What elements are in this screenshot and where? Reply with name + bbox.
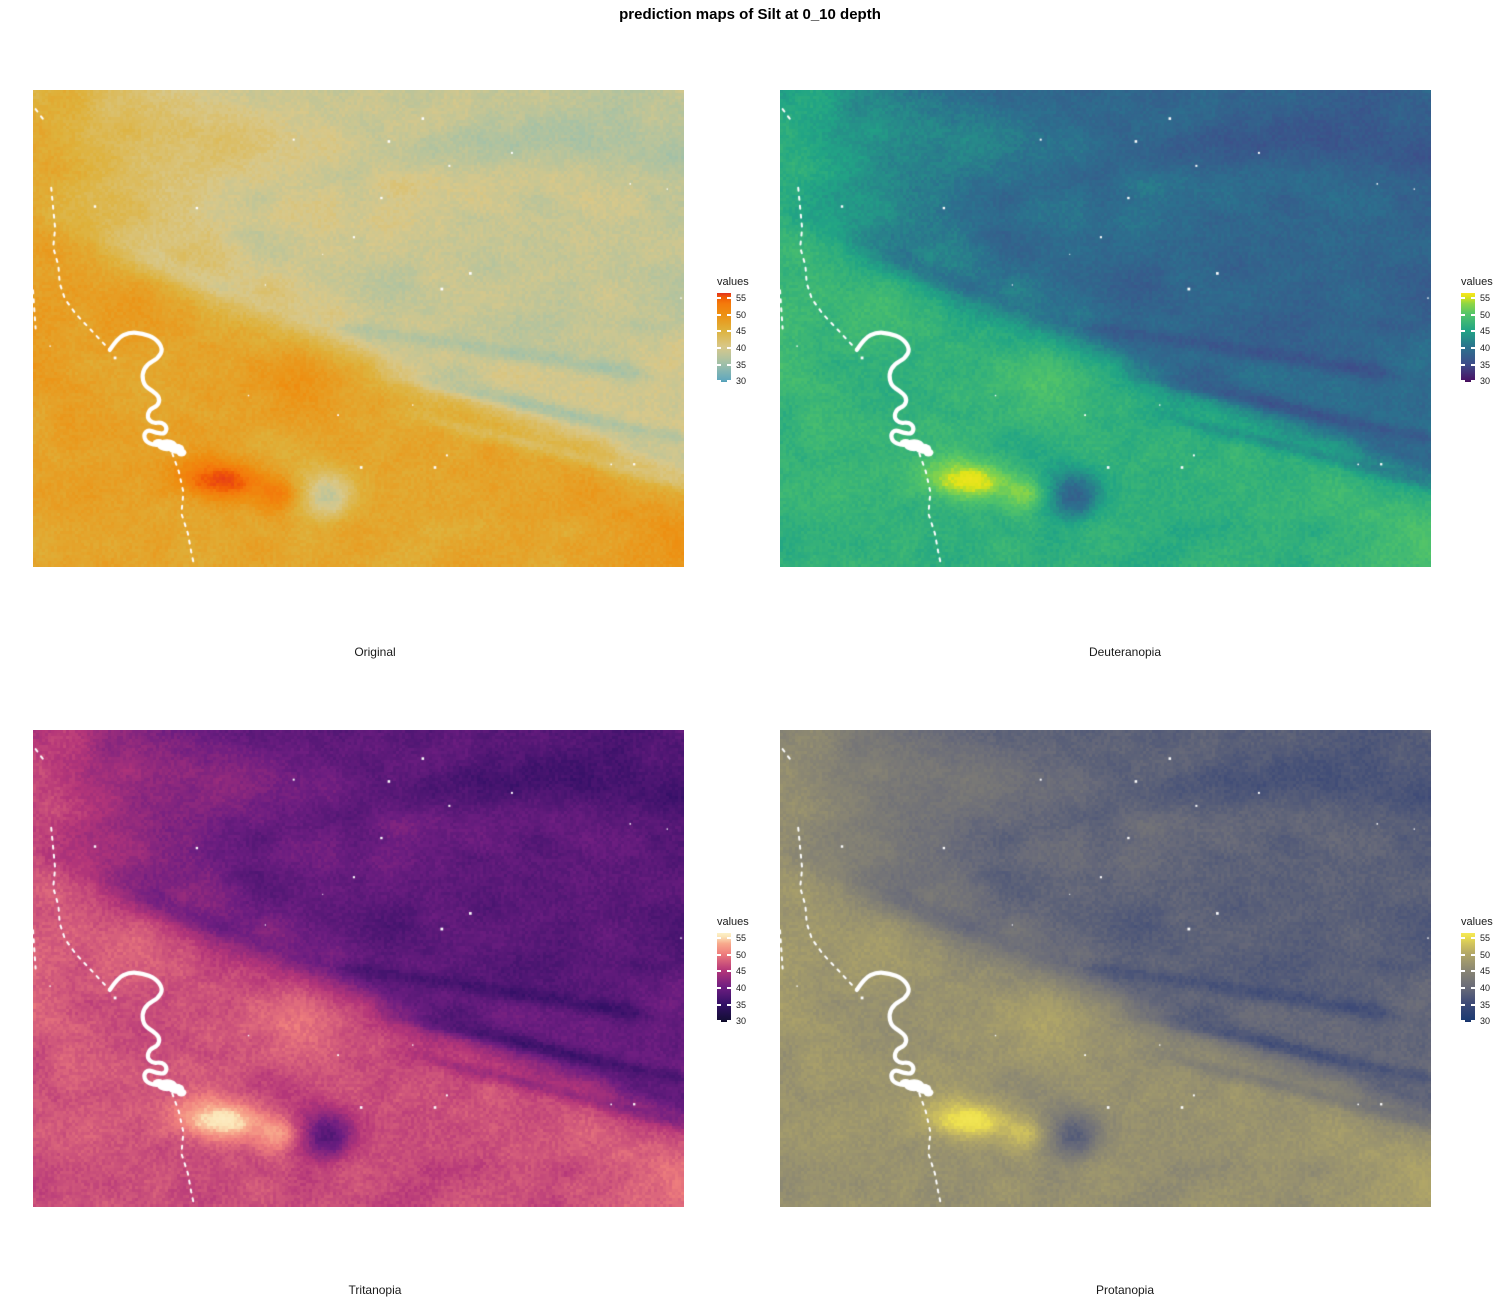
legend-ticks: 55 50 45 40 35 30 (717, 276, 787, 396)
legend-tick-label: 40 (1480, 983, 1491, 993)
legend-tick-mark (1461, 363, 1465, 366)
legend-tick-label: 30 (1480, 376, 1491, 387)
map-canvas-tritanopia (33, 730, 684, 1207)
legend-tick-mark (717, 297, 721, 299)
legend-tick-mark (717, 313, 721, 316)
legend-tick-mark (1471, 380, 1475, 383)
legend-tick-mark (1471, 937, 1475, 939)
legend-tick-mark (727, 297, 731, 299)
legend-tick-mark (1461, 970, 1465, 973)
legend-tick-mark (727, 937, 731, 939)
legend-tick-mark (727, 347, 731, 349)
legend-title: values (1461, 276, 1493, 288)
legend-tick-label: 40 (1480, 343, 1491, 353)
caption-original: Original (354, 645, 396, 659)
legend-title: values (717, 276, 749, 288)
legend-protanopia: values 55 50 45 40 35 30 (1461, 916, 1500, 1036)
legend-tick-label: 50 (1480, 309, 1491, 320)
legend-tick-mark (1461, 1003, 1465, 1006)
legend-tick-label: 55 (736, 933, 747, 943)
map-canvas-original (33, 90, 684, 567)
legend-tick-label: 35 (1480, 999, 1491, 1010)
legend-tick-mark (727, 1003, 731, 1006)
panel-original: values 55 50 45 40 35 30 Original (0, 40, 750, 660)
legend-tick-mark (1461, 953, 1465, 956)
legend-tick-label: 45 (1480, 966, 1491, 977)
legend-tick-mark (1461, 313, 1465, 316)
legend-tick-mark (1461, 987, 1465, 989)
legend-tick-label: 30 (1480, 1016, 1491, 1027)
legend-original: values 55 50 45 40 35 30 (717, 276, 787, 396)
legend-tick-mark (727, 363, 731, 366)
legend-tick-mark (1471, 987, 1475, 989)
legend-tick-mark (1471, 313, 1475, 316)
legend-tick-mark (727, 313, 731, 316)
map-canvas-deuteranopia (780, 90, 1431, 567)
legend-tick-mark (1471, 363, 1475, 366)
legend-tick-mark (1461, 937, 1465, 939)
legend-tick-label: 30 (736, 1016, 747, 1027)
legend-ticks: 55 50 45 40 35 30 (1461, 276, 1500, 396)
legend-deuteranopia: values 55 50 45 40 35 30 (1461, 276, 1500, 396)
legend-tick-mark (1461, 380, 1465, 383)
legend-tick-mark (717, 380, 721, 383)
legend-tick-label: 45 (1480, 326, 1491, 337)
legend-tick-mark (1471, 330, 1475, 333)
legend-tick-mark (717, 363, 721, 366)
legend-tick-label: 40 (736, 983, 747, 993)
legend-tick-mark (717, 970, 721, 973)
legend-tick-mark (727, 380, 731, 383)
legend-tick-mark (717, 347, 721, 349)
legend-tick-mark (1461, 1020, 1465, 1023)
legend-tick-mark (717, 987, 721, 989)
legend-tick-label: 55 (1480, 933, 1491, 943)
legend-ticks: 55 50 45 40 35 30 (717, 916, 787, 1036)
legend-tick-mark (717, 1003, 721, 1006)
legend-tick-mark (1471, 297, 1475, 299)
panel-deuteranopia: values 55 50 45 40 35 30 Deuteranopia (750, 40, 1500, 660)
legend-tick-label: 30 (736, 376, 747, 387)
legend-tick-mark (727, 970, 731, 973)
legend-tick-mark (717, 330, 721, 333)
legend-tick-mark (1461, 297, 1465, 299)
legend-tick-mark (1471, 347, 1475, 349)
legend-tick-label: 35 (1480, 359, 1491, 370)
legend-title: values (717, 916, 749, 928)
panel-tritanopia: values 55 50 45 40 35 30 Tritanopia (0, 680, 750, 1300)
legend-tick-label: 45 (736, 966, 747, 977)
map-canvas-protanopia (780, 730, 1431, 1207)
legend-tritanopia: values 55 50 45 40 35 30 (717, 916, 787, 1036)
legend-tick-label: 35 (736, 359, 747, 370)
legend-tick-label: 40 (736, 343, 747, 353)
caption-protanopia: Protanopia (1095, 1283, 1155, 1297)
legend-tick-mark (1471, 953, 1475, 956)
legend-tick-mark (717, 937, 721, 939)
legend-tick-label: 35 (736, 999, 747, 1010)
legend-tick-label: 50 (736, 309, 747, 320)
legend-ticks: 55 50 45 40 35 30 (1461, 916, 1500, 1036)
legend-tick-mark (727, 987, 731, 989)
caption-deuteranopia: Deuteranopia (1088, 645, 1162, 659)
legend-tick-mark (717, 953, 721, 956)
legend-tick-label: 50 (736, 949, 747, 960)
legend-tick-label: 50 (1480, 949, 1491, 960)
legend-tick-mark (717, 1020, 721, 1023)
legend-tick-mark (1471, 1020, 1475, 1023)
legend-tick-mark (1471, 1003, 1475, 1006)
panel-protanopia: values 55 50 45 40 35 30 Protanopia (750, 680, 1500, 1300)
figure-title: prediction maps of Silt at 0_10 depth (619, 6, 881, 23)
legend-tick-mark (727, 1020, 731, 1023)
legend-tick-mark (1471, 970, 1475, 973)
legend-tick-mark (1461, 330, 1465, 333)
legend-tick-mark (727, 953, 731, 956)
legend-tick-label: 45 (736, 326, 747, 337)
legend-tick-mark (727, 330, 731, 333)
caption-tritanopia: Tritanopia (348, 1283, 402, 1297)
legend-tick-label: 55 (1480, 293, 1491, 303)
legend-tick-mark (1461, 347, 1465, 349)
legend-title: values (1461, 916, 1493, 928)
legend-tick-label: 55 (736, 293, 747, 303)
